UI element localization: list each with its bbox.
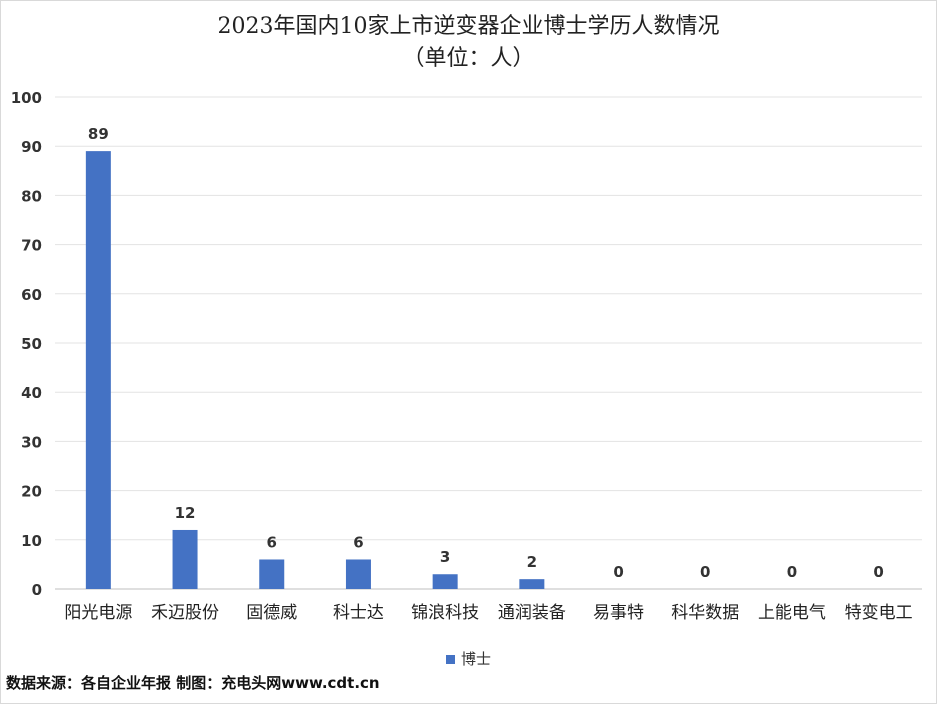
- data-label: 6: [353, 533, 363, 551]
- data-label: 0: [787, 563, 797, 581]
- x-tick-label: 通润装备: [498, 603, 566, 623]
- y-tick-label: 100: [11, 89, 42, 107]
- y-tick-label: 20: [21, 483, 42, 501]
- bar: [172, 529, 198, 589]
- x-tick-label: 科士达: [333, 603, 384, 623]
- data-label: 89: [88, 125, 109, 143]
- y-tick-label: 90: [21, 138, 42, 156]
- data-label: 12: [175, 504, 196, 522]
- x-tick-label: 易事特: [593, 603, 644, 623]
- bar: [345, 559, 371, 589]
- y-tick-label: 40: [21, 384, 42, 402]
- x-tick-label: 固德威: [246, 603, 297, 623]
- bar: [85, 151, 111, 589]
- x-tick-label: 上能电气: [758, 603, 826, 623]
- y-tick-label: 80: [21, 187, 42, 205]
- y-tick-label: 30: [21, 433, 42, 451]
- x-tick-label: 阳光电源: [64, 603, 132, 623]
- data-label: 0: [873, 563, 883, 581]
- bar: [259, 559, 285, 589]
- data-label: 6: [267, 533, 277, 551]
- data-label: 3: [440, 548, 450, 566]
- bar-chart: 010203040506070809010089阳光电源12禾迈股份6固德威6科…: [11, 89, 922, 623]
- chart-title: 2023年国内10家上市逆变器企业博士学历人数情况: [217, 14, 720, 39]
- source-note: 数据来源：各自企业年报 制图：充电头网www.cdt.cn: [6, 674, 380, 692]
- y-tick-label: 50: [21, 335, 42, 353]
- bar: [519, 579, 545, 589]
- x-tick-label: 特变电工: [845, 603, 913, 623]
- x-tick-label: 禾迈股份: [151, 603, 219, 623]
- chart-subtitle: （单位：人）: [402, 46, 535, 71]
- y-tick-label: 70: [21, 237, 42, 255]
- data-label: 2: [527, 553, 537, 571]
- x-tick-label: 锦浪科技: [411, 603, 479, 623]
- data-label: 0: [700, 563, 710, 581]
- y-tick-label: 10: [21, 532, 42, 550]
- data-label: 0: [613, 563, 623, 581]
- legend-swatch: [445, 655, 455, 664]
- y-tick-label: 60: [21, 286, 42, 304]
- y-tick-label: 0: [32, 581, 42, 599]
- legend: 博士: [0, 648, 937, 669]
- legend-label: 博士: [460, 650, 491, 668]
- x-tick-label: 科华数据: [671, 603, 739, 623]
- bar: [432, 574, 458, 589]
